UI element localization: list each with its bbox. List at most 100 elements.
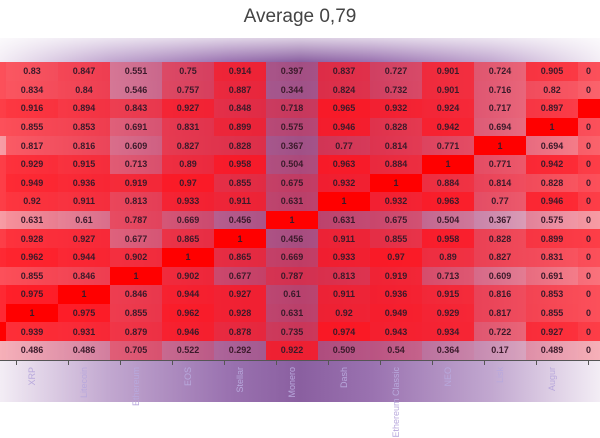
x-tick	[276, 361, 277, 365]
heatmap-cell: 0.827	[474, 248, 526, 267]
heatmap-cell: 0.897	[526, 99, 578, 118]
heatmap-cell: 0.901	[422, 62, 474, 81]
heatmap-cell: 0.609	[474, 266, 526, 286]
heatmap-cell: 0.927	[214, 285, 266, 304]
heatmap-cell: 0.97	[162, 173, 214, 193]
heatmap-cell: 0.837	[318, 62, 370, 81]
heatmap-cell: 0.933	[162, 192, 214, 211]
heatmap-cell: 0.831	[162, 117, 214, 137]
heatmap-cell: 0.367	[474, 210, 526, 230]
heatmap-cell: 0.902	[110, 248, 162, 267]
heatmap-cell: 0.884	[370, 155, 422, 174]
heatmap-cell: 0.631	[6, 210, 58, 230]
heatmap-cell: 1	[370, 173, 422, 193]
heatmap-cell: 0.575	[266, 117, 318, 137]
heatmap-cell: 0.946	[526, 192, 578, 211]
x-tick	[68, 361, 69, 365]
x-axis: XRP Litecoin Ethereum EOS Stellar Monero Dash E…	[0, 360, 600, 438]
heatmap-cell: 0.974	[318, 322, 370, 341]
heatmap-cell: 0.942	[526, 155, 578, 174]
heatmap-cell: 0.911	[318, 285, 370, 304]
heatmap-cell: 0.771	[422, 136, 474, 155]
x-tick-label: NEO	[443, 367, 453, 387]
heatmap-cell-edge: 0	[578, 266, 600, 286]
heatmap-cell: 0.97	[370, 248, 422, 267]
heatmap-cell: 0.946	[162, 322, 214, 341]
heatmap-cell: 0.928	[214, 303, 266, 323]
heatmap-cell: 0.732	[370, 80, 422, 100]
heatmap-cell: 0.75	[162, 62, 214, 81]
heatmap-cell: 1	[6, 303, 58, 323]
heatmap-cell: 0.855	[110, 303, 162, 323]
heatmap-cell: 1	[474, 136, 526, 155]
heatmap-cell: 0.902	[162, 266, 214, 286]
heatmap-cell: 0.905	[526, 62, 578, 81]
heatmap-cell: 0.675	[370, 210, 422, 230]
heatmap-cell: 0.827	[162, 136, 214, 155]
heatmap-cell: 0.817	[474, 303, 526, 323]
heatmap-cell: 0.771	[474, 155, 526, 174]
heatmap-cell: 0.884	[422, 173, 474, 193]
heatmap-cell-edge: 0	[578, 80, 600, 100]
heatmap-cell: 0.735	[266, 322, 318, 341]
heatmap-cell: 0.694	[526, 136, 578, 155]
heatmap-cell: 0.82	[526, 80, 578, 100]
heatmap-cell: 0.965	[318, 99, 370, 118]
heatmap-cell: 0.575	[526, 210, 578, 230]
x-tick	[224, 361, 225, 365]
heatmap-cell: 0.928	[6, 229, 58, 248]
heatmap-cell-edge: 0	[578, 341, 600, 360]
heatmap-cell: 0.824	[318, 80, 370, 100]
heatmap-cell-edge: 0	[578, 285, 600, 304]
heatmap-cell-edge: 0	[578, 62, 600, 81]
heatmap-cell: 1	[162, 248, 214, 267]
heatmap-cell: 0.949	[370, 303, 422, 323]
heatmap-cell-edge	[0, 62, 6, 81]
heatmap-cell: 0.669	[162, 210, 214, 230]
heatmap-cell-edge: 0	[578, 322, 600, 341]
heatmap-cell: 0.887	[214, 80, 266, 100]
heatmap-cell: 0.813	[110, 192, 162, 211]
heatmap-cell: 0.814	[370, 136, 422, 155]
heatmap-cell: 0.975	[6, 285, 58, 304]
heatmap-cell: 0.853	[526, 285, 578, 304]
heatmap-cell-edge: 0	[578, 173, 600, 193]
heatmap-cell: 0.843	[110, 99, 162, 118]
x-tick-label: EOS	[183, 367, 193, 387]
heatmap-cell: 0.962	[6, 248, 58, 267]
heatmap-cell: 1	[214, 229, 266, 248]
heatmap-cell-edge	[0, 303, 6, 323]
heatmap-cell: 0.816	[474, 285, 526, 304]
heatmap-cell: 0.83	[6, 62, 58, 81]
heatmap-cell: 0.932	[370, 192, 422, 211]
heatmap-cell: 0.932	[318, 173, 370, 193]
heatmap-cell: 0.958	[422, 229, 474, 248]
heatmap-cell: 0.942	[422, 117, 474, 137]
heatmap-cell: 0.936	[370, 285, 422, 304]
heatmap-cell-edge	[0, 117, 6, 137]
x-tick	[172, 361, 173, 365]
heatmap-cell: 0.911	[58, 192, 110, 211]
heatmap-cell-edge	[0, 80, 6, 100]
heatmap-cell: 0.943	[370, 322, 422, 341]
x-tick-label: Litecoin	[79, 367, 89, 399]
heatmap-cell: 0.855	[214, 173, 266, 193]
heatmap-cell: 0.456	[266, 229, 318, 248]
heatmap-cell: 0.757	[162, 80, 214, 100]
heatmap-cell: 0.77	[474, 192, 526, 211]
heatmap-cell: 0.344	[266, 80, 318, 100]
heatmap-cell: 0.828	[214, 136, 266, 155]
heatmap-cell: 0.54	[370, 341, 422, 360]
x-tick	[380, 361, 381, 365]
heatmap-cell: 0.677	[214, 266, 266, 286]
heatmap-cell: 0.834	[6, 80, 58, 100]
heatmap-cell: 0.899	[526, 229, 578, 248]
heatmap-cell: 0.929	[422, 303, 474, 323]
x-tick	[328, 361, 329, 365]
heatmap-cell: 0.89	[422, 248, 474, 267]
heatmap-cell-edge	[0, 322, 6, 341]
heatmap-cell: 0.456	[214, 210, 266, 230]
heatmap-cell: 0.958	[214, 155, 266, 174]
heatmap-cell: 0.722	[474, 322, 526, 341]
heatmap-cell: 0.787	[110, 210, 162, 230]
